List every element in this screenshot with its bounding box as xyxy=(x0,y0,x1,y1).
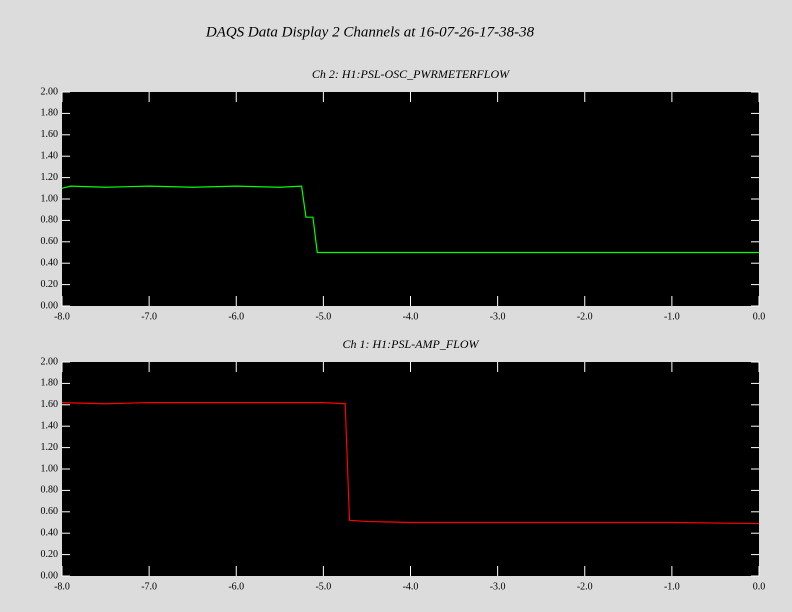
x-tick-label: -7.0 xyxy=(141,581,157,592)
y-tick-label: 0.80 xyxy=(41,485,59,496)
y-tick-label: 0.60 xyxy=(41,236,59,247)
y-tick-label: 1.00 xyxy=(41,463,59,474)
y-tick-label: 0.40 xyxy=(41,527,59,538)
y-tick-label: 1.20 xyxy=(41,442,59,453)
y-tick-label: 0.20 xyxy=(41,549,59,560)
y-tick-label: 1.00 xyxy=(41,193,59,204)
y-tick-label: 0.80 xyxy=(41,215,59,226)
y-tick-label: 1.40 xyxy=(41,420,59,431)
x-tick-label: -5.0 xyxy=(315,581,331,592)
x-tick-label: -2.0 xyxy=(577,581,593,592)
data-line xyxy=(61,185,759,254)
x-tick-label: -3.0 xyxy=(490,581,506,592)
x-tick-label: -6.0 xyxy=(228,581,244,592)
x-tick-label: -8.0 xyxy=(54,311,70,322)
y-tick-label: 0.00 xyxy=(41,570,59,581)
x-tick-label: 0.0 xyxy=(753,581,766,592)
y-tick-label: 2.00 xyxy=(41,86,59,97)
chart-title: Ch 2: H1:PSL-OSC_PWRMETERFLOW xyxy=(312,67,510,81)
x-tick-label: -3.0 xyxy=(490,311,506,322)
y-tick-label: 2.00 xyxy=(41,356,59,367)
y-tick-label: 0.60 xyxy=(41,506,59,517)
y-tick-label: 0.40 xyxy=(41,257,59,268)
x-tick-label: -4.0 xyxy=(403,311,419,322)
plot-area xyxy=(62,362,759,576)
y-tick-label: 0.00 xyxy=(41,300,59,311)
x-tick-label: 0.0 xyxy=(753,311,766,322)
x-tick-label: -7.0 xyxy=(141,311,157,322)
x-tick-label: -4.0 xyxy=(403,581,419,592)
data-line xyxy=(61,402,760,525)
x-tick-label: -1.0 xyxy=(664,581,680,592)
chart-title: Ch 1: H1:PSL-AMP_FLOW xyxy=(343,337,480,351)
x-tick-label: -2.0 xyxy=(577,311,593,322)
y-tick-label: 1.20 xyxy=(41,172,59,183)
page-title: DAQS Data Display 2 Channels at 16-07-26… xyxy=(205,24,535,40)
plot-area xyxy=(62,92,759,306)
x-tick-label: -1.0 xyxy=(664,311,680,322)
y-tick-label: 0.20 xyxy=(41,279,59,290)
y-tick-label: 1.80 xyxy=(41,108,59,119)
x-tick-label: -6.0 xyxy=(228,311,244,322)
y-tick-label: 1.60 xyxy=(41,129,59,140)
y-tick-label: 1.80 xyxy=(41,378,59,389)
x-tick-label: -5.0 xyxy=(315,311,331,322)
y-tick-label: 1.40 xyxy=(41,150,59,161)
y-tick-label: 1.60 xyxy=(41,399,59,410)
x-tick-label: -8.0 xyxy=(54,581,70,592)
